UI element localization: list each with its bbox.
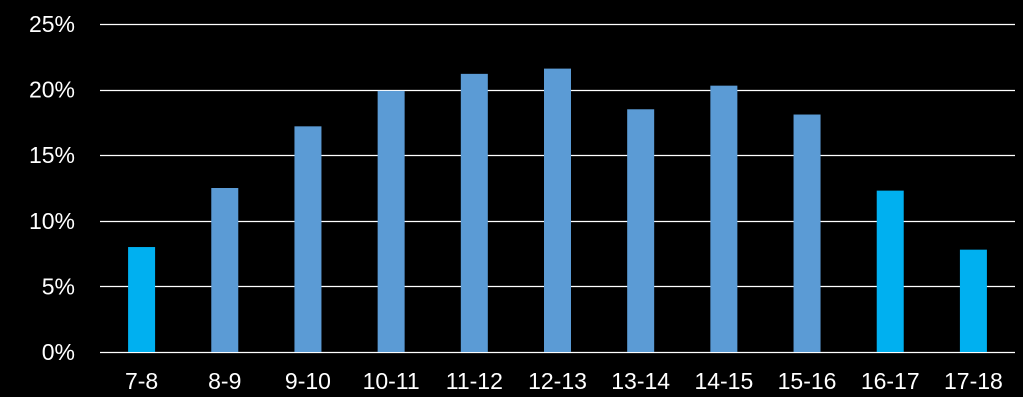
bar-12-13 xyxy=(544,68,571,352)
y-tick-label: 10% xyxy=(29,208,75,234)
y-tick-label: 25% xyxy=(29,11,75,37)
x-tick-label: 13-14 xyxy=(611,368,670,394)
bar-13-14 xyxy=(627,109,655,352)
y-tick-label: 15% xyxy=(29,142,75,168)
x-tick-label: 14-15 xyxy=(694,368,753,394)
x-axis-labels: 7-8 8-9 9-10 10-11 11-12 12-13 13-14 14-15 15-16… xyxy=(125,368,1003,394)
y-tick-label: 5% xyxy=(42,273,75,299)
bar-9-10 xyxy=(294,126,322,352)
x-tick-label: 16-17 xyxy=(861,368,920,394)
bar-14-15 xyxy=(710,85,738,352)
bar-17-18 xyxy=(959,249,987,352)
bar-16-17 xyxy=(876,190,904,352)
bar-7-8 xyxy=(128,247,156,352)
y-axis-labels: 0% 5% 10% 15% 20% 25% xyxy=(29,11,75,365)
bar-8-9 xyxy=(211,188,239,352)
x-tick-label: 15-16 xyxy=(778,368,837,394)
bar-11-12 xyxy=(460,73,488,352)
x-tick-label: 11-12 xyxy=(446,368,503,394)
y-tick-label: 20% xyxy=(29,77,75,103)
x-tick-label: 10-11 xyxy=(363,368,420,394)
bar-10-11 xyxy=(377,90,405,353)
bar-15-16 xyxy=(793,114,821,352)
x-tick-label: 8-9 xyxy=(208,368,241,394)
y-tick-label: 0% xyxy=(42,339,75,365)
bars xyxy=(128,68,987,353)
x-tick-label: 12-13 xyxy=(528,368,587,394)
x-tick-label: 17-18 xyxy=(944,368,1003,394)
x-tick-label: 7-8 xyxy=(125,368,158,394)
x-tick-label: 9-10 xyxy=(285,368,331,394)
